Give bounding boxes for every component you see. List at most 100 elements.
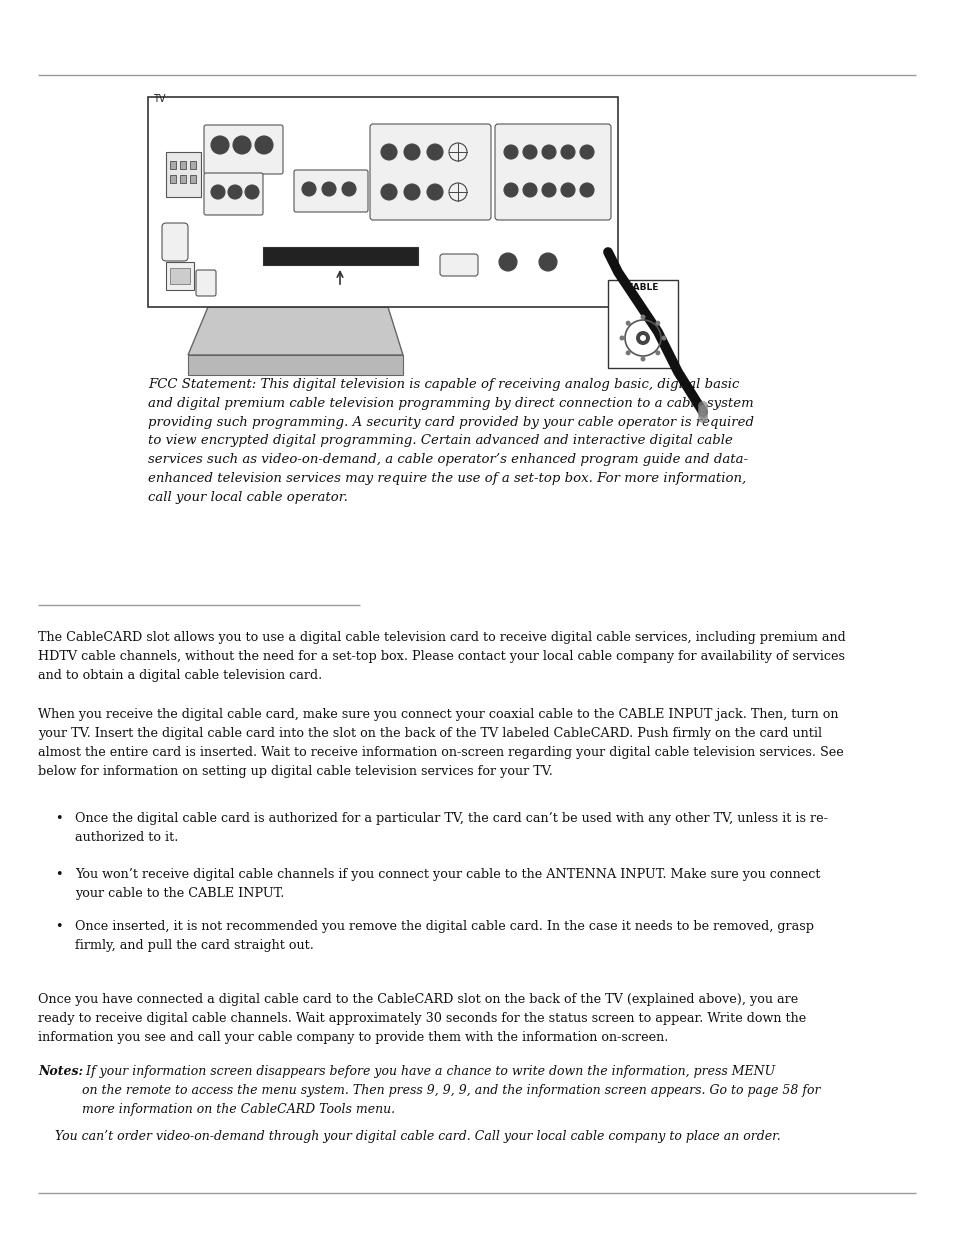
Circle shape [403,184,419,200]
Bar [170,161,175,169]
Bar [148,98,618,308]
Bar [607,280,678,368]
FancyBboxPatch shape [204,125,283,174]
Circle shape [618,336,624,341]
Circle shape [508,149,513,154]
Circle shape [625,351,630,356]
Circle shape [584,149,589,154]
Circle shape [386,149,392,156]
Circle shape [544,259,551,266]
Text: Notes:: Notes: [38,1065,83,1078]
Circle shape [215,189,220,194]
Text: When you receive the digital cable card, make sure you connect your coaxial cabl: When you receive the digital cable card,… [38,708,842,778]
Polygon shape [188,308,402,354]
Bar [180,175,186,183]
Circle shape [560,144,575,159]
FancyBboxPatch shape [195,270,215,296]
Bar [188,354,402,375]
Text: •: • [55,920,63,932]
Circle shape [503,183,517,198]
Circle shape [541,183,556,198]
Circle shape [228,185,242,199]
Text: TV: TV [152,94,165,104]
FancyBboxPatch shape [370,124,491,220]
Text: Once inserted, it is not recommended you remove the digital cable card. In the c: Once inserted, it is not recommended you… [75,920,813,952]
Circle shape [584,188,589,193]
Circle shape [546,149,551,154]
Circle shape [522,144,537,159]
Circle shape [427,144,442,161]
Circle shape [541,144,556,159]
Bar [166,262,193,290]
Circle shape [254,136,273,154]
Text: If your information screen disappears before you have a chance to write down the: If your information screen disappears be… [82,1065,820,1116]
Circle shape [326,186,331,191]
Text: You can’t order video-on-demand through your digital cable card. Call your local: You can’t order video-on-demand through … [55,1130,780,1144]
FancyBboxPatch shape [495,124,610,220]
Text: •: • [55,811,63,825]
Text: •: • [55,868,63,881]
FancyBboxPatch shape [294,170,368,212]
Circle shape [565,149,570,154]
Circle shape [380,184,396,200]
Circle shape [306,186,312,191]
Bar [190,161,195,169]
Circle shape [239,142,245,148]
Bar [190,175,195,183]
Circle shape [403,144,419,161]
Circle shape [233,136,251,154]
Circle shape [655,321,659,326]
Circle shape [522,183,537,198]
Text: The CableCARD slot allows you to use a digital cable television card to receive : The CableCARD slot allows you to use a d… [38,631,845,682]
Circle shape [698,405,707,415]
Circle shape [432,149,437,156]
Circle shape [560,183,575,198]
Circle shape [639,315,645,320]
Text: FCC Statement: This digital television is capable of receiving analog basic, dig: FCC Statement: This digital television i… [148,378,753,504]
Circle shape [625,321,630,326]
Circle shape [409,149,415,156]
FancyBboxPatch shape [204,173,263,215]
Circle shape [409,189,415,195]
Circle shape [698,409,707,419]
Circle shape [655,351,659,356]
Circle shape [346,186,351,191]
Circle shape [503,144,517,159]
Circle shape [504,259,511,266]
Circle shape [636,331,649,345]
FancyBboxPatch shape [162,224,188,261]
Circle shape [427,184,442,200]
Circle shape [245,185,258,199]
Circle shape [639,357,645,362]
Circle shape [380,144,396,161]
Text: CABLE: CABLE [626,283,659,291]
Circle shape [322,182,335,196]
Circle shape [546,188,551,193]
Circle shape [538,253,557,270]
Circle shape [211,185,225,199]
Circle shape [216,142,223,148]
Circle shape [660,336,666,341]
Circle shape [639,335,645,341]
Circle shape [432,189,437,195]
Bar [170,268,190,284]
Circle shape [250,189,254,194]
Circle shape [302,182,315,196]
Circle shape [233,189,237,194]
Bar [263,247,417,266]
Text: Once you have connected a digital cable card to the CableCARD slot on the back o: Once you have connected a digital cable … [38,993,805,1044]
Circle shape [579,183,594,198]
Circle shape [698,401,707,411]
Circle shape [508,188,513,193]
Text: You won’t receive digital cable channels if you connect your cable to the ANTENN: You won’t receive digital cable channels… [75,868,820,900]
Bar [180,161,186,169]
Bar [166,152,201,198]
Circle shape [527,149,532,154]
FancyBboxPatch shape [439,254,477,275]
Circle shape [698,412,707,424]
Circle shape [579,144,594,159]
Circle shape [341,182,355,196]
Text: Once the digital cable card is authorized for a particular TV, the card can’t be: Once the digital cable card is authorize… [75,811,827,844]
Circle shape [527,188,532,193]
Circle shape [565,188,570,193]
